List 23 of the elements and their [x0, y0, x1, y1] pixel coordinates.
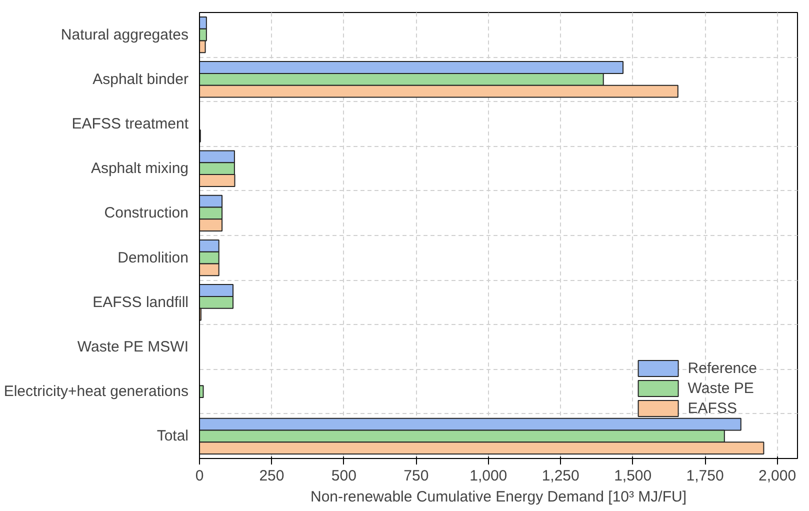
y-tick-label: Demolition [118, 249, 189, 266]
y-tick-label: Total [156, 428, 189, 445]
y-tick-label: Waste PE MSWI [77, 338, 188, 356]
y-tick-label: Construction [104, 204, 189, 222]
y-tick-label: Natural aggregates [60, 26, 189, 44]
legend-label: Reference [688, 360, 757, 376]
y-tick-label: Asphalt mixing [90, 160, 189, 178]
legend-label: EAFSS [688, 400, 737, 416]
y-tick-label: Asphalt binder [92, 70, 189, 88]
x-tick-label: 750 [404, 468, 429, 484]
x-tick-label: 0 [195, 468, 204, 484]
x-tick-label: 1,250 [542, 468, 580, 484]
x-tick-label: 1,500 [614, 468, 652, 484]
y-tick-label: Electricity+heat generations [4, 383, 188, 400]
x-tick-label: 250 [259, 468, 284, 484]
x-tick-label: 2,000 [758, 468, 796, 484]
x-tick-label: 1,750 [686, 468, 724, 484]
y-tick-label: EAFSS landfill [92, 294, 188, 311]
x-tick-label: 500 [331, 468, 356, 484]
x-axis-title: Non-renewable Cumulative Energy Demand [10³ MJ/FU] [310, 488, 687, 506]
y-tick-label: EAFSS treatment [72, 116, 190, 132]
x-tick-label: 1,000 [470, 468, 508, 484]
legend-label: Waste PE [688, 380, 754, 396]
